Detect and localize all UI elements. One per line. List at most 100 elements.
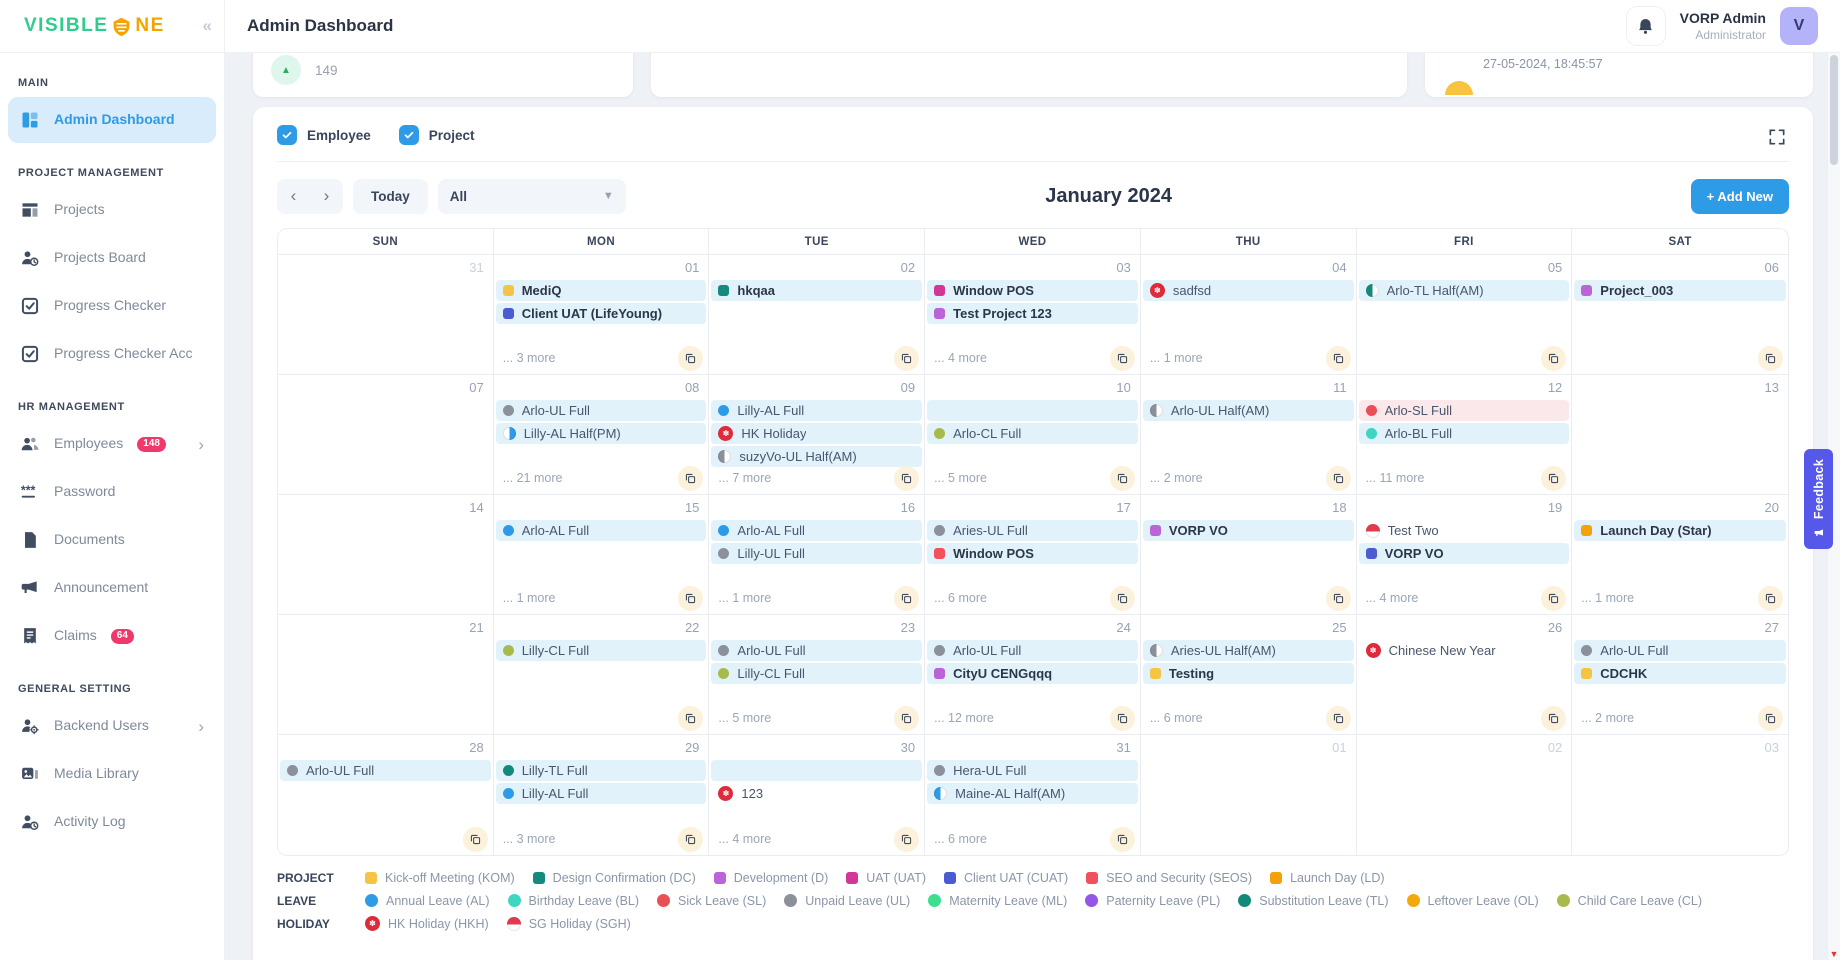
event-mediq[interactable]: MediQ	[495, 280, 707, 301]
sidebar-item-backend-users[interactable]: Backend Users ›	[8, 703, 216, 749]
more-events-link[interactable]: ... 4 more	[934, 351, 987, 365]
more-events-link[interactable]: ... 1 more	[718, 591, 772, 605]
day-cell-22[interactable]: 22 Lilly-CL Full	[493, 615, 710, 735]
more-events-link[interactable]: ... 5 more	[934, 471, 987, 485]
event-sadfsd[interactable]: ✽ sadfsd	[1142, 280, 1354, 301]
event-aries-ul-full[interactable]: Aries-UL Full	[927, 520, 1138, 541]
day-cell-13[interactable]: 13	[1572, 375, 1788, 495]
duplicate-day-button[interactable]	[1109, 465, 1135, 491]
event-hk-holiday[interactable]: ✽ HK Holiday	[711, 423, 923, 444]
more-events-link[interactable]: ... 1 more	[1149, 351, 1203, 365]
day-cell-03[interactable]: 03 Window POS Test Project 123 ... 4 more	[925, 255, 1141, 375]
day-cell-03-out[interactable]: 03	[1572, 735, 1788, 855]
duplicate-day-button[interactable]	[1541, 465, 1567, 491]
event-lilly-cl-full[interactable]: Lilly-CL Full	[711, 663, 923, 684]
event-hkqaa[interactable]: hkqaa	[711, 280, 923, 301]
employee-checkbox[interactable]: Employee	[277, 125, 371, 145]
sidebar-item-progress-checker-acc[interactable]: Progress Checker Acc	[8, 331, 216, 377]
event-arlo-bl-full[interactable]: Arlo-BL Full	[1358, 423, 1570, 444]
event-hera-ul-full[interactable]: Hera-UL Full	[927, 760, 1138, 781]
event-client-uat-lifeyoung[interactable]: Client UAT (LifeYoung)	[495, 303, 707, 324]
duplicate-day-button[interactable]	[1109, 345, 1135, 371]
calendar-filter-select[interactable]: All ▼	[437, 178, 626, 214]
more-events-link[interactable]: ... 21 more	[502, 471, 563, 485]
more-events-link[interactable]: ... 12 more	[934, 711, 994, 725]
day-cell-26[interactable]: 26 ✽ Chinese New Year	[1356, 615, 1573, 735]
duplicate-day-button[interactable]	[894, 826, 920, 852]
more-events-link[interactable]: ... 7 more	[718, 471, 772, 485]
more-events-link[interactable]: ... 4 more	[1365, 591, 1419, 605]
event-arlo-ul-full[interactable]: Arlo-UL Full	[927, 640, 1138, 661]
duplicate-day-button[interactable]	[1109, 705, 1135, 731]
duplicate-day-button[interactable]	[894, 465, 920, 491]
duplicate-day-button[interactable]	[1325, 465, 1351, 491]
add-new-button[interactable]: + Add New	[1690, 178, 1789, 214]
event-arlo-ul-full[interactable]: Arlo-UL Full	[495, 400, 707, 421]
duplicate-day-button[interactable]	[678, 465, 704, 491]
event-123[interactable]: ✽ 123	[711, 783, 922, 804]
duplicate-day-button[interactable]	[1541, 345, 1567, 371]
duplicate-day-button[interactable]	[1757, 585, 1783, 611]
day-cell-01-out[interactable]: 01	[1140, 735, 1357, 855]
day-cell-11[interactable]: 11 Arlo-UL Half(AM) ... 2 more	[1140, 375, 1357, 495]
duplicate-day-button[interactable]	[678, 705, 704, 731]
event-launch-day-star[interactable]: Launch Day (Star)	[1574, 520, 1786, 541]
event-arlo-ul-full[interactable]: Arlo-UL Full	[1574, 640, 1786, 661]
notifications-button[interactable]	[1625, 6, 1666, 46]
duplicate-day-button[interactable]	[1757, 345, 1783, 371]
more-events-link[interactable]: ... 1 more	[1581, 591, 1635, 605]
day-cell-01[interactable]: 01 MediQ Client UAT (LifeYoung) ... 3 more	[493, 255, 710, 375]
more-events-link[interactable]: ... 6 more	[1149, 711, 1203, 725]
duplicate-day-button[interactable]	[1109, 826, 1135, 852]
event-lilly-al-full[interactable]: Lilly-AL Full	[711, 400, 923, 421]
duplicate-day-button[interactable]	[678, 826, 704, 852]
day-cell-05[interactable]: 05 Arlo-TL Half(AM)	[1356, 255, 1573, 375]
sidebar-item-admin-dashboard[interactable]: Admin Dashboard	[8, 97, 216, 143]
duplicate-day-button[interactable]	[1325, 345, 1351, 371]
day-cell-27[interactable]: 27 Arlo-UL Full CDCHK ... 2 more	[1572, 615, 1788, 735]
more-events-link[interactable]: ... 2 more	[1149, 471, 1203, 485]
event-suzyvo-ul-half-am[interactable]: suzyVo-UL Half(AM)	[711, 446, 923, 467]
event-lilly-al-half-pm[interactable]: Lilly-AL Half(PM)	[495, 423, 707, 444]
sidebar-item-announcement[interactable]: Announcement	[8, 565, 216, 611]
event-arlo-sl-full[interactable]: Arlo-SL Full	[1358, 400, 1570, 421]
scroll-down-arrow-icon[interactable]: ▼	[1829, 949, 1839, 959]
duplicate-day-button[interactable]	[894, 345, 920, 371]
day-cell-29[interactable]: 29 Lilly-TL Full Lilly-AL Full ... 3 more	[493, 735, 710, 855]
event-arlo-al-full[interactable]: Arlo-AL Full	[711, 520, 923, 541]
scrollbar-thumb[interactable]	[1830, 55, 1838, 165]
day-cell-16[interactable]: 16 Arlo-AL Full Lilly-UL Full ... 1 more	[709, 495, 926, 615]
day-cell-18[interactable]: 18 VORP VO	[1140, 495, 1357, 615]
event-test-two[interactable]: Test Two	[1359, 520, 1570, 541]
sidebar-item-employees[interactable]: Employees 148 ›	[8, 421, 216, 467]
sidebar-collapse-icon[interactable]: «	[202, 16, 212, 35]
day-cell-21[interactable]: 21	[278, 615, 494, 735]
duplicate-day-button[interactable]	[462, 826, 488, 852]
event-arlo-ul-half-am[interactable]: Arlo-UL Half(AM)	[1142, 400, 1354, 421]
event-arlo-al-full[interactable]: Arlo-AL Full	[495, 520, 707, 541]
event-chinese-new-year[interactable]: ✽ Chinese New Year	[1359, 640, 1570, 661]
duplicate-day-button[interactable]	[1109, 585, 1135, 611]
day-cell-04[interactable]: 04 ✽ sadfsd ... 1 more	[1140, 255, 1357, 375]
event-test-project-123[interactable]: Test Project 123	[927, 303, 1138, 324]
fullscreen-icon[interactable]	[1767, 127, 1787, 147]
event-lilly-tl-full[interactable]: Lilly-TL Full	[495, 760, 707, 781]
day-cell-19[interactable]: 19 Test Two VORP VO ... 4 more	[1356, 495, 1573, 615]
day-cell-07[interactable]: 07	[278, 375, 494, 495]
duplicate-day-button[interactable]	[1757, 705, 1783, 731]
event-arlo-tl-half-am[interactable]: Arlo-TL Half(AM)	[1358, 280, 1570, 301]
prev-month-button[interactable]: ‹	[277, 179, 310, 214]
duplicate-day-button[interactable]	[894, 585, 920, 611]
next-month-button[interactable]: ›	[310, 179, 343, 214]
day-cell-09[interactable]: 09 Lilly-AL Full ✽ HK Holiday suzyVo-UL Half…	[709, 375, 926, 495]
feedback-button[interactable]: Feedback	[1804, 449, 1833, 549]
more-events-link[interactable]: ... 11 more	[1365, 471, 1425, 485]
day-cell-31-out[interactable]: 31	[278, 255, 494, 375]
project-checkbox[interactable]: Project	[398, 125, 475, 145]
more-events-link[interactable]: ... 3 more	[502, 832, 556, 846]
sidebar-item-activity-log[interactable]: Activity Log	[8, 799, 216, 845]
day-cell-10[interactable]: 10 Arlo-CL Full ... 5 more	[925, 375, 1141, 495]
day-cell-12[interactable]: 12 Arlo-SL Full Arlo-BL Full ... 11 more	[1356, 375, 1573, 495]
day-cell-08[interactable]: 08 Arlo-UL Full Lilly-AL Half(PM) ... 21 mo…	[493, 375, 710, 495]
event-aries-ul-half-am[interactable]: Aries-UL Half(AM)	[1142, 640, 1354, 661]
